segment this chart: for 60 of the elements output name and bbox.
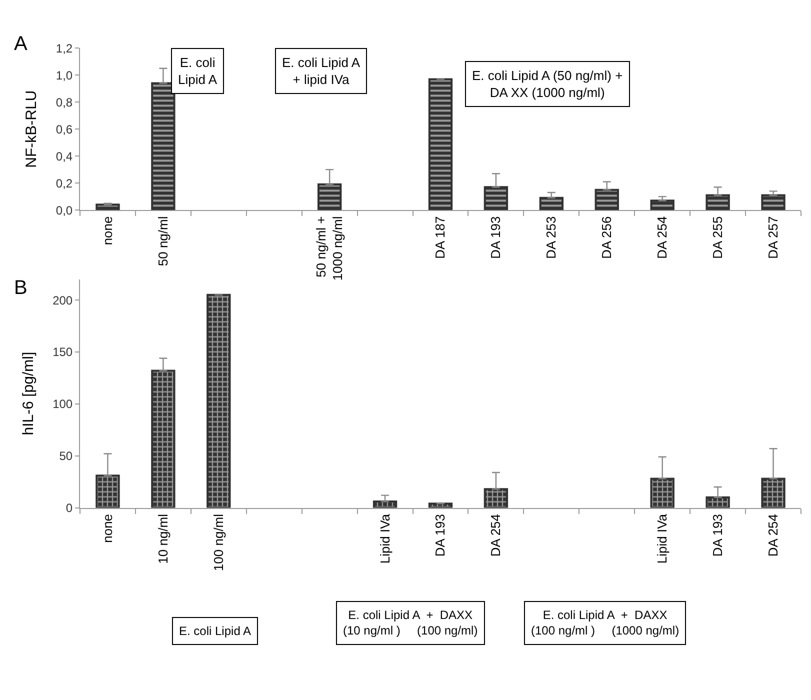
x-tick-label: DA 255 <box>710 216 726 259</box>
y-tick-label: 1,0 <box>56 68 73 82</box>
bar <box>151 370 176 508</box>
y-tick-label: 100 <box>52 397 73 412</box>
bar <box>317 183 342 210</box>
bar <box>761 478 786 508</box>
bar <box>428 502 453 508</box>
annotation: E. coli Lipid A <box>178 55 218 87</box>
y-tick-label: 0,4 <box>56 149 73 164</box>
y-tick-label: 0 <box>66 500 73 515</box>
x-tick-label: DA 254 <box>765 514 780 557</box>
y-tick-label: 200 <box>52 293 73 308</box>
chart-title: A <box>14 33 28 55</box>
x-tick-label: DA 253 <box>544 216 559 259</box>
annotation: E. coli Lipid A + lipid IVa <box>282 55 360 87</box>
x-tick-label: DA 254 <box>488 514 504 557</box>
bar <box>706 194 730 210</box>
x-tick-label: DA 187 <box>432 216 448 259</box>
chart-title: B <box>14 277 28 299</box>
y-tick-label: 0,8 <box>56 95 73 110</box>
bar <box>706 496 730 508</box>
text: E. coli Lipid A + DAXX (100 ng/ml ) (1000 ng/ml) <box>531 608 680 638</box>
x-tick-label: DA 254 <box>654 216 670 259</box>
y-tick-label: 0,6 <box>56 122 73 136</box>
x-tick-label: DA 256 <box>599 216 614 259</box>
y-tick-label: 150 <box>52 345 73 360</box>
bar <box>484 488 508 508</box>
x-tick-label: Lipid IVa <box>654 513 670 564</box>
annotation: E. coli Lipid A (50 ng/ml) + DA XX (1000 ng/ml) <box>472 68 623 100</box>
x-tick-label: DA 193 <box>432 514 448 557</box>
y-tick-label: 1,2 <box>56 41 73 56</box>
bar <box>539 196 564 210</box>
bar <box>594 188 619 210</box>
bar <box>96 204 120 210</box>
x-tick-label: none <box>100 514 115 543</box>
bar <box>650 200 674 210</box>
bar <box>484 186 508 210</box>
x-tick-label: 10 ng/ml <box>155 514 170 564</box>
x-tick-label: 50 ng/ml <box>155 216 170 266</box>
y-tick-label: 0,0 <box>56 203 73 218</box>
bar <box>96 474 120 508</box>
x-tick-label: Lipid IVa <box>377 513 392 564</box>
text: E. coli Lipid A + DAXX (10 ng/ml ) (100 ng/ml) <box>343 608 478 638</box>
bar <box>372 500 398 508</box>
x-tick-label: 100 ng/ml <box>210 514 226 572</box>
bar <box>151 82 176 210</box>
x-tick-label: DA 193 <box>488 216 504 259</box>
bar <box>206 294 231 508</box>
y-tick-label: 0,2 <box>56 176 73 190</box>
y-tick-label: 50 <box>59 449 73 464</box>
bar <box>650 478 674 508</box>
y-axis-title: hIL-6 [pg/ml] <box>20 352 37 436</box>
bar <box>428 78 453 210</box>
x-tick-label: DA 257 <box>765 216 780 259</box>
y-axis-title: NF-kB-RLU <box>23 90 40 168</box>
x-tick-label: none <box>100 216 115 246</box>
text: E. coli Lipid A <box>179 624 252 638</box>
x-tick-label: DA 193 <box>710 514 726 557</box>
bar <box>761 194 786 210</box>
x-tick-label: 50 ng/ml + 1000 ng/ml <box>313 216 346 281</box>
